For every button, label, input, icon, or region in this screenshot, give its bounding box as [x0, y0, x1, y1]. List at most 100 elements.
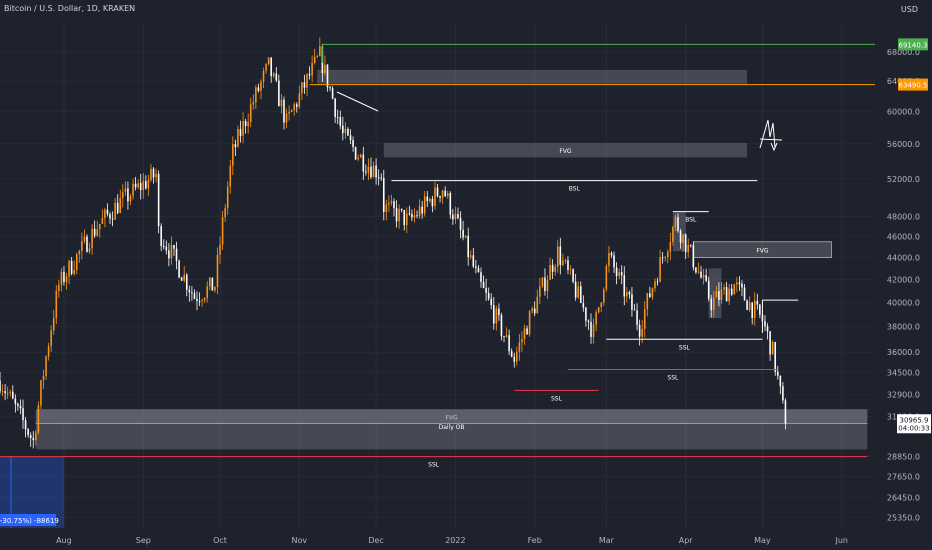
trend-line	[336, 91, 379, 112]
candle-body	[482, 281, 485, 288]
candle-body	[733, 284, 736, 295]
candle-body	[618, 272, 620, 276]
candle-body	[636, 310, 638, 325]
currency-label[interactable]: USD	[900, 5, 918, 14]
zone-box	[383, 142, 748, 158]
candle-body	[214, 286, 216, 291]
level-label: SSL	[428, 462, 440, 469]
candle-body	[313, 56, 316, 63]
symbol-title[interactable]: Bitcoin / U.S. Dollar, 1D, KRAKEN	[4, 4, 136, 13]
y-tick-label: 27650.0	[887, 473, 920, 482]
candle-body	[508, 335, 510, 352]
candle-body	[280, 99, 283, 107]
candle-body	[513, 356, 516, 362]
candle-body	[352, 140, 354, 148]
candle-body	[152, 168, 155, 178]
candle-body	[91, 228, 93, 249]
countdown-text: 04:00:33	[898, 424, 929, 432]
candle-body	[122, 191, 124, 199]
candle-body	[155, 173, 157, 178]
candle-body	[572, 269, 574, 282]
candle-body	[139, 183, 142, 190]
candle-body	[326, 64, 329, 88]
candle-body	[308, 74, 311, 76]
candle-body	[52, 318, 55, 331]
y-tick-label: 25350.0	[887, 514, 920, 523]
candle-body	[157, 173, 160, 227]
candle-body	[221, 217, 224, 245]
candle-body	[408, 213, 411, 215]
candle-body	[14, 398, 17, 404]
candle-body	[784, 400, 787, 424]
x-tick-label: Aug	[56, 536, 72, 545]
candle-body	[293, 104, 296, 111]
candle-body	[774, 342, 777, 372]
candle-body	[429, 199, 431, 201]
axes: Aug Sep Oct Nov Dec 2022 Feb Mar Apr May Jun 68000.…	[56, 48, 920, 545]
candle-body	[209, 277, 211, 287]
candle-body	[406, 213, 408, 225]
candle-body	[183, 274, 186, 281]
candle-body	[4, 391, 6, 394]
candle-body	[449, 193, 452, 215]
candle-body	[431, 199, 434, 207]
candle-body	[434, 187, 436, 207]
candle-body	[503, 336, 505, 338]
candle-body	[237, 129, 239, 147]
candle-body	[516, 351, 518, 362]
candle-body	[459, 218, 462, 230]
candle-body	[270, 57, 272, 77]
candle-body	[595, 312, 597, 325]
y-tick-label: 34500.0	[887, 368, 920, 377]
candle-body	[357, 157, 359, 160]
candle-body	[27, 429, 29, 436]
candle-body	[692, 245, 695, 268]
candle-body	[759, 304, 761, 315]
candle-body	[278, 80, 280, 107]
y-tick-label: 28850.0	[887, 453, 920, 462]
candle-body	[393, 201, 395, 209]
candle-body	[98, 223, 101, 230]
candle-body	[697, 271, 700, 273]
candle-body	[37, 405, 40, 433]
candle-body	[331, 88, 334, 99]
candle-body	[382, 178, 385, 213]
candle-body	[603, 289, 605, 303]
candle-body	[252, 102, 255, 105]
candle-body	[521, 338, 523, 343]
candle-body	[472, 255, 475, 267]
candle-body	[385, 204, 388, 213]
candle-body	[423, 196, 426, 214]
candle-body	[22, 408, 24, 421]
candle-body	[682, 234, 684, 243]
zone-box	[35, 409, 868, 424]
candle-body	[585, 307, 587, 321]
candle-body	[260, 81, 262, 91]
candle-body	[134, 183, 137, 188]
candle-body	[329, 87, 331, 89]
candle-body	[764, 321, 766, 327]
price-badge	[898, 38, 928, 51]
candle-body	[411, 213, 413, 218]
candle-body	[262, 70, 265, 82]
candle-body	[702, 275, 705, 278]
candle-body	[564, 260, 567, 262]
candle-body	[226, 186, 229, 208]
candle-body	[370, 166, 372, 178]
candle-body	[55, 290, 58, 319]
candles[interactable]	[0, 37, 787, 449]
candle-body	[623, 275, 626, 297]
candle-body	[298, 93, 301, 107]
candle-body	[132, 183, 134, 197]
candle-body	[725, 287, 728, 302]
candle-body	[206, 286, 209, 298]
candle-body	[88, 248, 91, 252]
candle-body	[592, 324, 595, 337]
price-badges: 69140.3 63490.5 30965.904:00:33 (-30.75%) -…	[0, 38, 931, 528]
candle-body	[446, 193, 449, 197]
last-price-text: 30965.9	[900, 416, 929, 424]
level-label: SSL	[667, 375, 679, 382]
candle-body	[559, 246, 562, 265]
candle-body	[342, 125, 344, 134]
